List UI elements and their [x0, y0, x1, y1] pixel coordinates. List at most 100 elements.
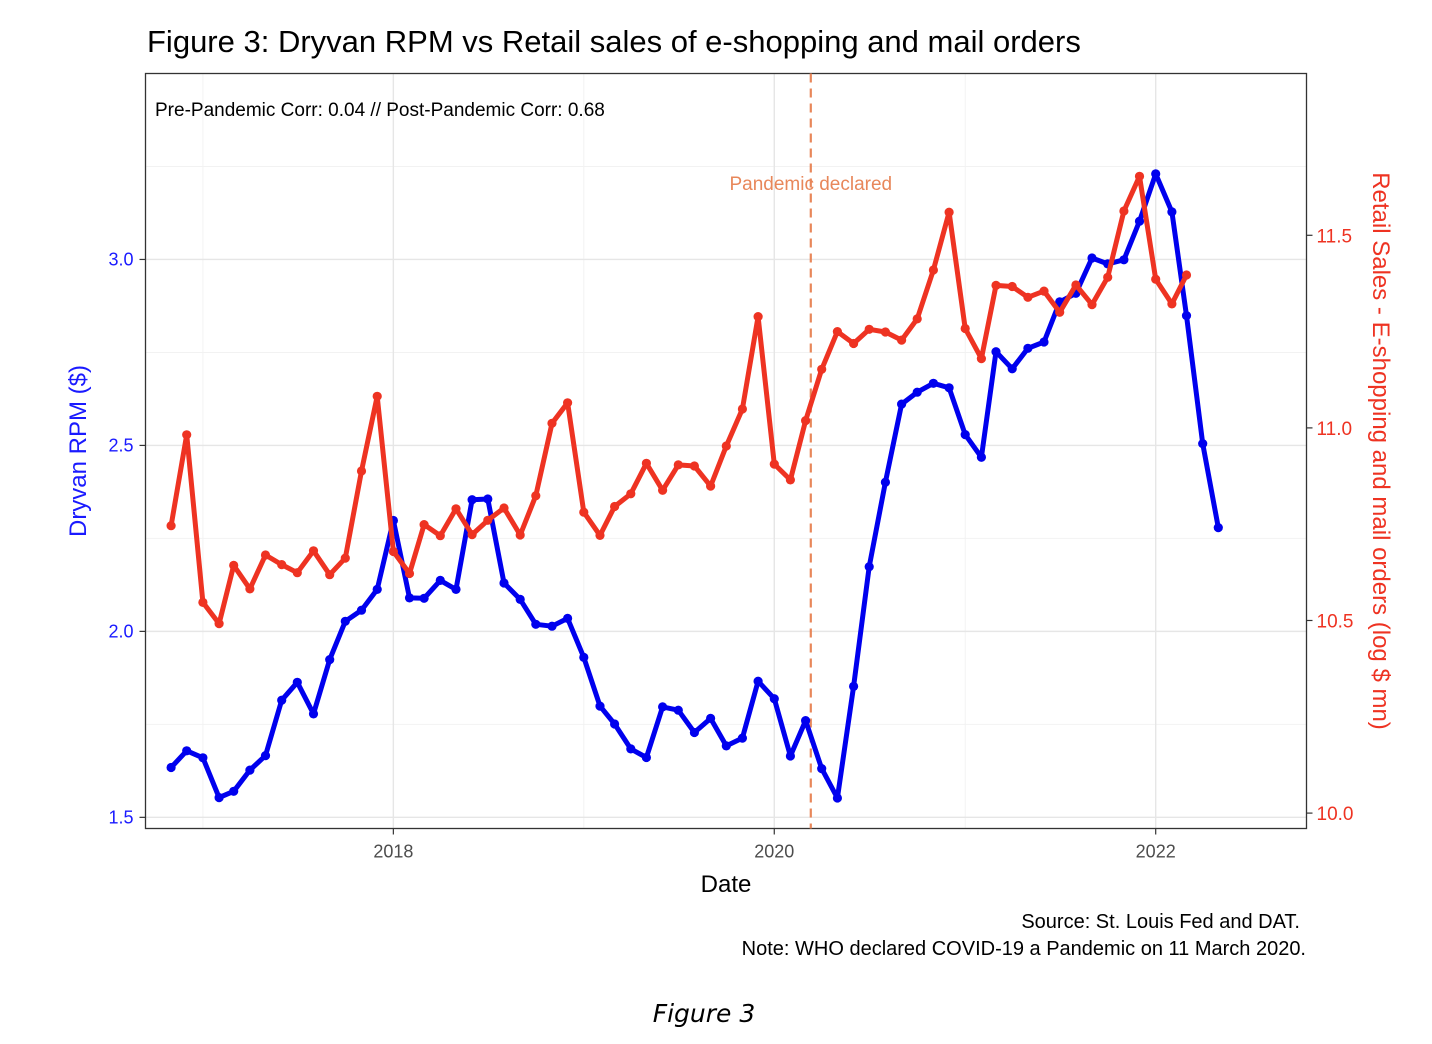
data-point-left	[944, 383, 954, 393]
pandemic-label: Pandemic declared	[729, 174, 892, 195]
data-point-left	[737, 733, 748, 743]
data-point-right	[753, 312, 763, 322]
data-point-right	[1071, 280, 1081, 290]
data-point-right	[928, 265, 939, 275]
chart-title: Figure 3: Dryvan RPM vs Retail sales of …	[147, 24, 1081, 59]
data-point-right	[563, 398, 573, 408]
data-point-left	[785, 751, 796, 761]
data-point-left	[880, 477, 891, 487]
data-point-left	[260, 751, 271, 761]
data-point-right	[229, 560, 239, 571]
data-point-right	[991, 280, 1001, 290]
data-point-right	[641, 458, 652, 468]
series-left	[166, 169, 1223, 803]
data-point-left	[499, 578, 509, 588]
data-point-right	[292, 568, 302, 578]
data-point-right	[1151, 274, 1161, 284]
data-point-left	[626, 744, 636, 754]
data-point-right	[737, 404, 748, 414]
data-point-left	[1213, 523, 1223, 533]
data-point-right	[610, 501, 620, 512]
data-point-right	[515, 530, 525, 540]
data-point-left	[579, 652, 589, 663]
data-point-left	[595, 701, 605, 711]
data-point-left	[1119, 255, 1129, 265]
data-point-right	[198, 597, 208, 608]
data-point-right	[419, 520, 429, 530]
data-point-left	[610, 719, 620, 729]
data-point-left	[864, 562, 874, 572]
data-point-right	[944, 207, 954, 217]
data-point-left	[245, 765, 255, 775]
data-point-left	[721, 741, 731, 751]
data-point-right	[467, 530, 477, 540]
x-tick-label: 2018	[373, 842, 413, 862]
axes: 2018 2020 2022 1.5 2.0 2.5 3.0 10.0 10.5 11.0 11.5	[108, 226, 1353, 861]
data-point-left	[753, 676, 763, 686]
y-right-tick-label: 10.5	[1317, 611, 1354, 632]
x-axis-title: Date	[701, 871, 752, 898]
data-point-right	[1039, 286, 1049, 296]
data-point-left	[912, 387, 922, 397]
data-point-right	[864, 324, 874, 334]
data-point-left	[1023, 343, 1033, 353]
data-point-left	[801, 716, 811, 726]
data-point-right	[547, 418, 557, 428]
series-line-right	[168, 173, 1189, 627]
data-point-right	[245, 584, 255, 594]
data-point-left	[292, 677, 302, 687]
y-left-tick-label: 2.5	[108, 435, 133, 455]
data-point-right	[1181, 270, 1192, 280]
data-point-right	[960, 323, 970, 334]
data-point-left	[166, 762, 176, 773]
data-point-right	[1007, 281, 1017, 292]
data-point-right	[308, 546, 319, 556]
data-point-right	[832, 327, 843, 337]
data-point-left	[1039, 337, 1049, 347]
data-point-right	[340, 553, 350, 563]
data-point-right	[706, 481, 716, 491]
data-point-right	[1023, 292, 1033, 302]
data-point-right	[579, 507, 589, 517]
data-point-right	[499, 503, 509, 513]
data-point-left	[897, 399, 907, 409]
data-point-left	[1134, 216, 1145, 226]
data-point-right	[801, 416, 811, 426]
data-point-left	[817, 764, 827, 774]
data-point-left	[1151, 169, 1161, 179]
data-point-right	[404, 568, 415, 579]
data-point-left	[419, 593, 429, 603]
data-point-left	[769, 694, 779, 704]
data-point-right	[325, 570, 335, 580]
data-point-right	[817, 364, 827, 374]
data-point-left	[689, 727, 700, 738]
data-point-right	[912, 314, 922, 324]
data-point-right	[483, 515, 493, 525]
data-point-right	[1103, 272, 1113, 282]
data-point-right	[976, 354, 987, 364]
pandemic-marker: Pandemic declared	[729, 73, 892, 829]
data-point-left	[1007, 364, 1017, 374]
data-point-right	[897, 335, 907, 345]
data-point-right	[1119, 206, 1129, 216]
data-point-left	[706, 713, 716, 724]
data-point-left	[641, 752, 652, 763]
y-right-tick-label: 11.5	[1317, 226, 1353, 247]
series-line-left	[168, 171, 1221, 801]
data-point-right	[626, 489, 636, 499]
data-point-left	[658, 702, 668, 712]
plot-panel-border	[144, 72, 1308, 830]
data-point-left	[340, 616, 350, 626]
data-point-right	[166, 521, 176, 531]
data-point-left	[991, 347, 1001, 357]
data-point-right	[435, 531, 445, 541]
data-point-left	[372, 584, 382, 595]
series-right	[166, 171, 1192, 629]
data-point-right	[785, 475, 796, 485]
data-point-right	[277, 560, 287, 570]
data-point-right	[182, 430, 192, 440]
y-left-tick-label: 2.0	[108, 621, 133, 641]
data-point-left	[960, 430, 970, 440]
data-point-left	[1198, 439, 1208, 449]
